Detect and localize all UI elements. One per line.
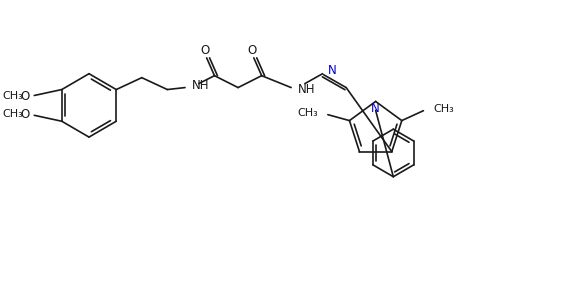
Text: CH₃: CH₃ — [2, 109, 23, 119]
Text: O: O — [247, 44, 257, 57]
Text: NH: NH — [298, 83, 315, 96]
Text: NH: NH — [192, 79, 209, 92]
Text: N: N — [328, 64, 336, 77]
Text: N: N — [371, 102, 380, 115]
Text: O: O — [20, 90, 29, 103]
Text: O: O — [200, 44, 209, 57]
Text: O: O — [20, 108, 29, 121]
Text: CH₃: CH₃ — [434, 104, 454, 114]
Text: CH₃: CH₃ — [297, 108, 318, 118]
Text: CH₃: CH₃ — [2, 91, 23, 101]
